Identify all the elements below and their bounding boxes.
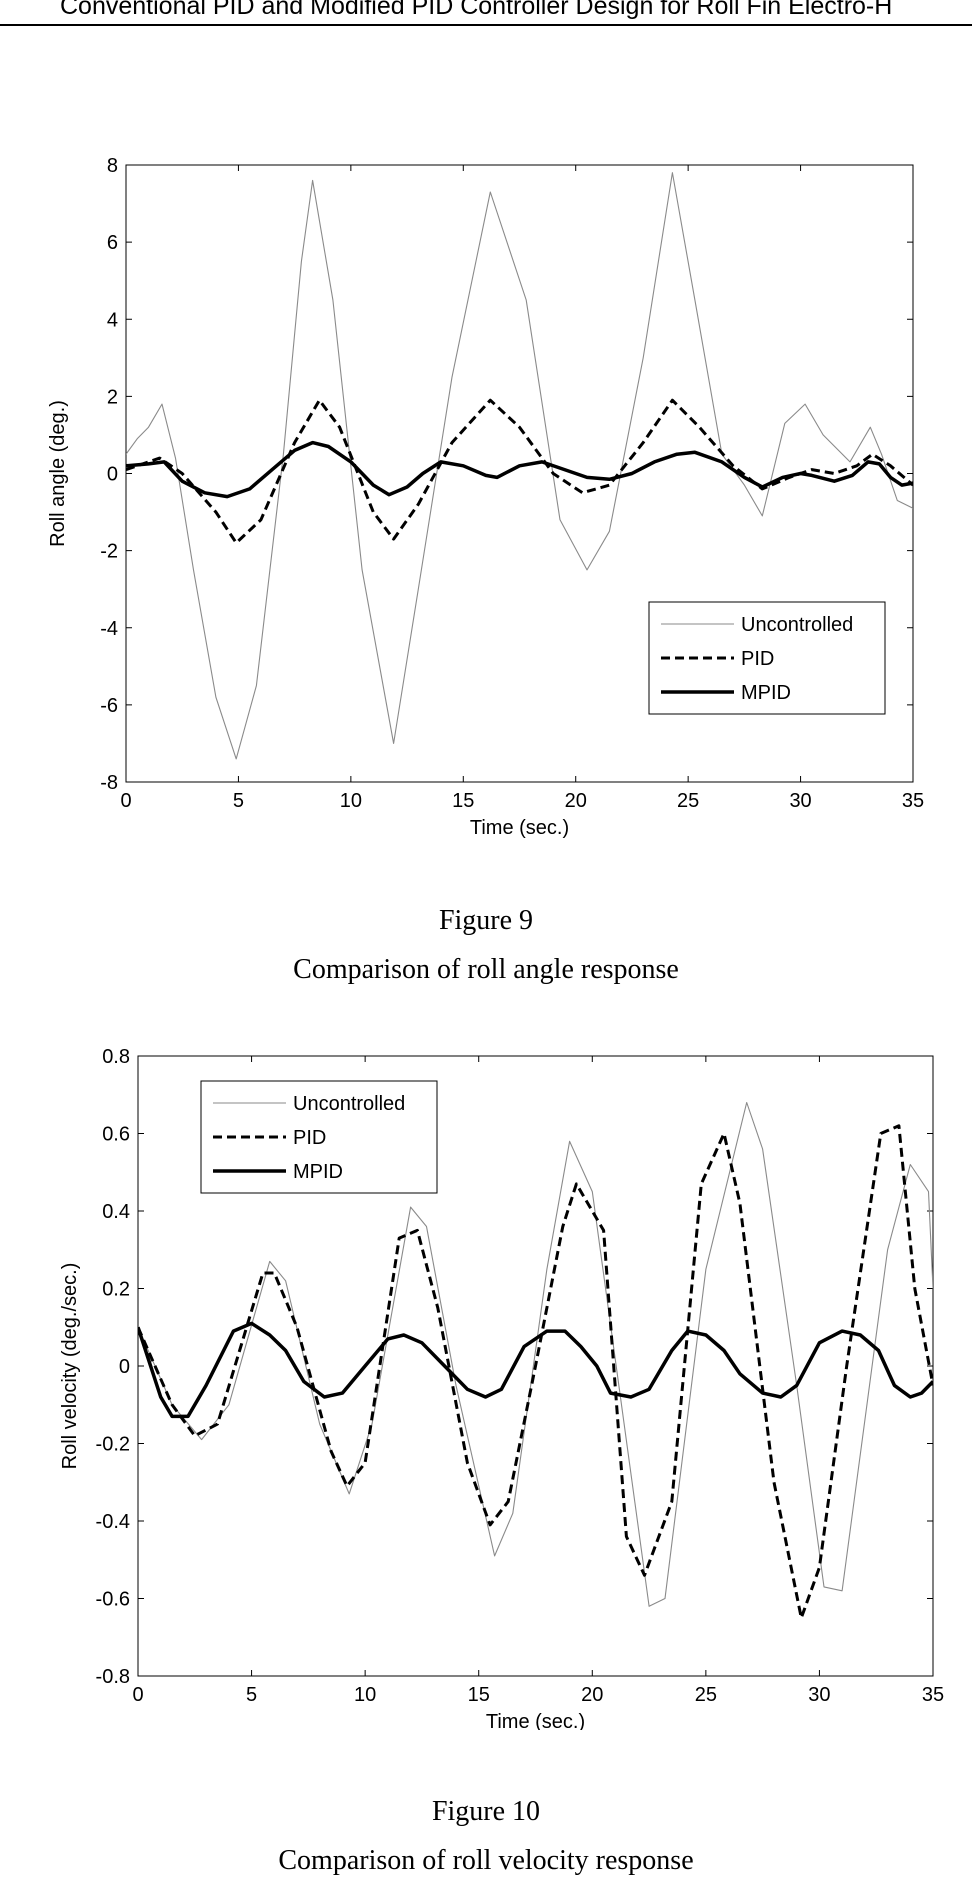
roll-angle-chart: 0 5 10 15 20 25 30 35 -8 -6 -4 -2 0 2 4 6 8 Time (sec.) Ro… [47, 155, 924, 839]
legend-box [200, 1080, 438, 1194]
figure-9-caption: Comparison of roll angle response [293, 954, 679, 985]
x-tick-label: 35 [922, 1684, 944, 1706]
y-axis-label: Roll angle (deg.) [47, 400, 69, 547]
series-line-pid [138, 1124, 933, 1620]
series-line-pid [126, 398, 913, 545]
y-tick-label: -0.6 [96, 1589, 130, 1611]
x-tick-label: 30 [789, 790, 811, 812]
y-tick-label: 0.2 [102, 1279, 130, 1301]
y-tick-label: -2 [100, 541, 118, 563]
x-tick-label: 25 [677, 790, 699, 812]
x-axis-label: Time (sec.) [470, 817, 569, 839]
series-line-uncontrolled [126, 172, 913, 760]
x-tick-label: 5 [246, 1684, 257, 1706]
series-line-mpid [126, 440, 913, 499]
x-tick-label: 0 [120, 790, 131, 812]
figure-9-number: Figure 9 [438, 905, 534, 936]
legend-label-mpid: MPID [741, 682, 791, 704]
y-tick-label: 0.6 [102, 1124, 130, 1146]
running-title: Conventional PID and Modified PID Contro… [60, 0, 893, 20]
roll-velocity-chart: 0 5 10 15 20 25 30 35 -0.8 -0.6 -0.4 -0.2 0 0.2 0.4 0.6… [59, 1046, 944, 1730]
y-tick-label: -0.2 [96, 1434, 130, 1456]
running-header: Conventional PID and Modified PID Contro… [0, 0, 972, 26]
legend-label-pid: PID [741, 648, 774, 670]
y-tick-label: 4 [107, 309, 118, 331]
y-tick-label: 8 [107, 155, 118, 177]
x-tick-label: 15 [468, 1684, 490, 1706]
x-tick-label: 20 [565, 790, 587, 812]
y-tick-label: -0.8 [96, 1666, 130, 1688]
x-tick-label: 10 [354, 1684, 376, 1706]
x-axis-label: Time (sec.) [486, 1711, 585, 1730]
figure-10-caption: Comparison of roll velocity response [278, 1845, 694, 1876]
legend-label-mpid: MPID [293, 1161, 343, 1183]
figure-10-number: Figure 10 [431, 1796, 541, 1827]
x-tick-label: 15 [452, 790, 474, 812]
x-tick-label: 5 [233, 790, 244, 812]
x-tick-label: 0 [132, 1684, 143, 1706]
y-axis-label: Roll velocity (deg./sec.) [59, 1263, 81, 1470]
y-tick-label: 6 [107, 232, 118, 254]
y-tick-label: 0 [107, 464, 118, 486]
x-tick-label: 30 [808, 1684, 830, 1706]
y-tick-label: -8 [100, 772, 118, 794]
x-tick-label: 35 [902, 790, 924, 812]
legend-label-uncontrolled: Uncontrolled [293, 1093, 405, 1115]
y-tick-label: -6 [100, 695, 118, 717]
series-line-mpid [138, 1321, 933, 1419]
x-tick-label: 20 [581, 1684, 603, 1706]
legend-box [648, 601, 886, 715]
y-tick-label: 0.4 [102, 1201, 130, 1223]
y-tick-label: 2 [107, 386, 118, 408]
x-tick-label: 10 [340, 790, 362, 812]
y-tick-label: -4 [100, 618, 118, 640]
y-tick-label: 0.8 [102, 1046, 130, 1068]
legend-label-uncontrolled: Uncontrolled [741, 614, 853, 636]
x-tick-label: 25 [695, 1684, 717, 1706]
y-tick-label: -0.4 [96, 1511, 130, 1533]
series-line-uncontrolled [138, 1101, 933, 1607]
y-tick-label: 0 [119, 1356, 130, 1378]
legend-label-pid: PID [293, 1127, 326, 1149]
